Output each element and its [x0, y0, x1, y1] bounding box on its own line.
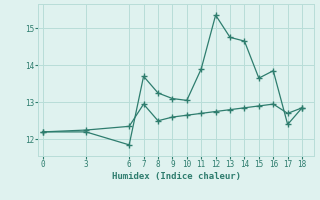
X-axis label: Humidex (Indice chaleur): Humidex (Indice chaleur) [111, 172, 241, 181]
